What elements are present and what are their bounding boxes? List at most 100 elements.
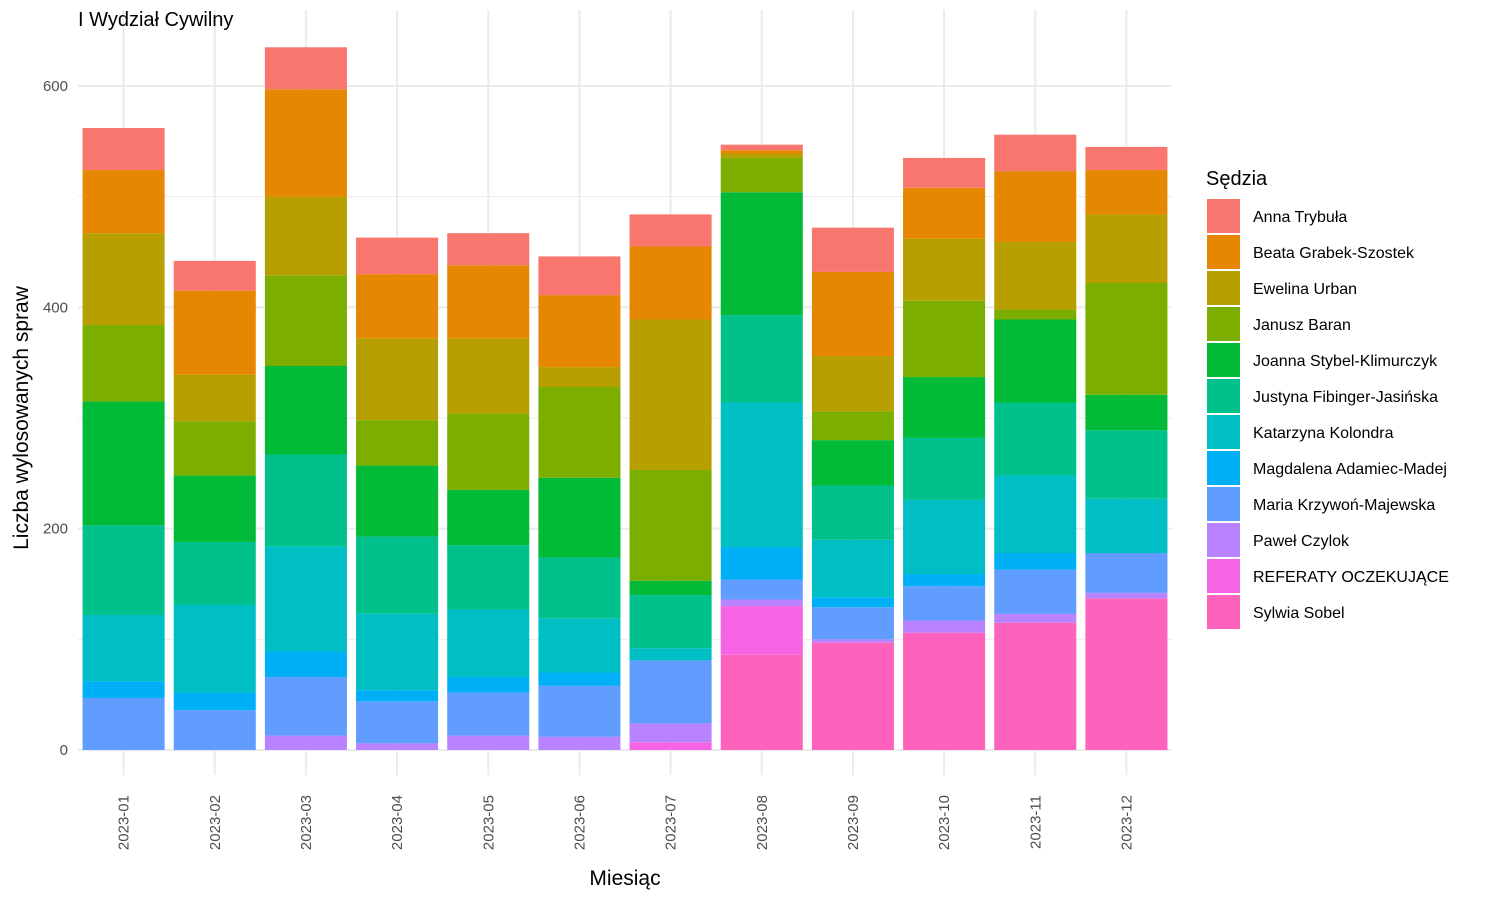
bar-segment (538, 736, 621, 750)
bar-segment (994, 622, 1077, 750)
bar-segment (264, 196, 347, 276)
bar-segment (1085, 430, 1168, 499)
legend-swatch (1207, 199, 1240, 233)
legend-label: Maria Krzywoń-Majewska (1253, 497, 1435, 514)
bar-segment (356, 465, 439, 537)
bar-segment (1085, 553, 1168, 593)
bar-segment (1085, 146, 1168, 171)
legend-swatch (1207, 415, 1240, 449)
bar-segment (1085, 498, 1168, 554)
bars (82, 47, 1168, 750)
bar-segment (811, 642, 894, 750)
legend-label: Beata Grabek-Szostek (1253, 245, 1415, 262)
bar-segment (903, 499, 986, 575)
bar-segment (629, 595, 712, 649)
bar-segment (82, 233, 165, 326)
bar-segment (811, 607, 894, 640)
bar-segment (538, 295, 621, 368)
chart-title: I Wydział Cywilny (78, 9, 233, 31)
bar-segment (447, 489, 530, 546)
bar-segment (994, 569, 1077, 614)
bar-segment (356, 690, 439, 702)
bar-segment (538, 672, 621, 686)
bar-segment (720, 654, 803, 750)
bar-segment (447, 609, 530, 677)
bar-segment (82, 325, 165, 402)
y-axis-title: Liczba wylosowanych spraw (10, 285, 33, 550)
legend-swatch (1207, 559, 1240, 593)
bar-segment (903, 377, 986, 438)
bar-segment (356, 613, 439, 691)
legend-label: Sylwia Sobel (1253, 605, 1345, 622)
bar-segment (264, 651, 347, 677)
x-tick-label: 2023-11 (1027, 795, 1044, 849)
bar-segment (356, 420, 439, 466)
bar-segment (811, 356, 894, 412)
bar-segment (538, 477, 621, 558)
bar-segment (356, 237, 439, 275)
bar-segment (264, 676, 347, 736)
bar-segment (811, 411, 894, 441)
bar-segment (447, 338, 530, 414)
bar-segment (720, 144, 803, 151)
x-tick-label: 2023-10 (936, 795, 953, 850)
bar-segment (264, 365, 347, 455)
bar-segment (173, 605, 256, 693)
bar-segment (447, 735, 530, 750)
bar-segment (720, 606, 803, 655)
bar-segment (538, 256, 621, 296)
bar-segment (629, 246, 712, 320)
y-tick-label: 400 (43, 299, 68, 316)
x-tick-label: 2023-06 (571, 795, 588, 850)
legend-label: Katarzyna Kolondra (1253, 425, 1394, 442)
bar-segment (811, 539, 894, 598)
bar-segment (994, 134, 1077, 172)
bar-segment (994, 402, 1077, 476)
bar-segment (82, 401, 165, 526)
bar-segment (994, 475, 1077, 554)
bar-segment (356, 743, 439, 750)
legend-items: Anna Trybuła Beata Grabek-Szostek Ewelina … (1207, 199, 1449, 629)
bar-segment (903, 437, 986, 500)
bar-segment (264, 454, 347, 547)
bar-segment (538, 557, 621, 619)
legend-swatch (1207, 235, 1240, 269)
bar-segment (447, 413, 530, 490)
x-tick-label: 2023-08 (754, 795, 771, 850)
legend-swatch (1207, 379, 1240, 413)
bar-segment (264, 275, 347, 366)
legend-label: REFERATY OCZEKUJĄCE (1253, 569, 1449, 586)
bar-segment (629, 742, 712, 750)
bar-segment (903, 586, 986, 621)
bar-segment (629, 319, 712, 471)
bar-segment (994, 242, 1077, 310)
bar-segment (720, 599, 803, 607)
bar-segment (720, 579, 803, 600)
bar-segment (994, 553, 1077, 570)
bar-segment (994, 171, 1077, 243)
bar-segment (1085, 394, 1168, 431)
legend-label: Anna Trybuła (1253, 209, 1347, 226)
legend-title: Sędzia (1206, 168, 1268, 190)
bar-segment (82, 170, 165, 234)
bar-segment (720, 192, 803, 316)
legend-label: Magdalena Adamiec-Madej (1253, 461, 1447, 478)
bar-segment (173, 475, 256, 542)
bar-segment (1085, 592, 1168, 599)
bar-segment (629, 214, 712, 247)
bar-segment (264, 546, 347, 652)
bar-segment (1085, 214, 1168, 283)
bar-segment (356, 701, 439, 744)
bar-segment (720, 150, 803, 154)
bar-segment (356, 536, 439, 614)
x-tick-label: 2023-02 (207, 795, 224, 850)
y-tick-label: 200 (43, 521, 68, 538)
legend-label: Joanna Stybel-Klimurczyk (1253, 353, 1438, 370)
bar-segment (629, 660, 712, 724)
legend-swatch (1207, 307, 1240, 341)
bar-segment (903, 574, 986, 587)
legend-label: Paweł Czylok (1253, 533, 1350, 550)
x-tick-label: 2023-03 (298, 795, 315, 850)
bar-segment (173, 692, 256, 711)
bar-segment (720, 157, 803, 193)
